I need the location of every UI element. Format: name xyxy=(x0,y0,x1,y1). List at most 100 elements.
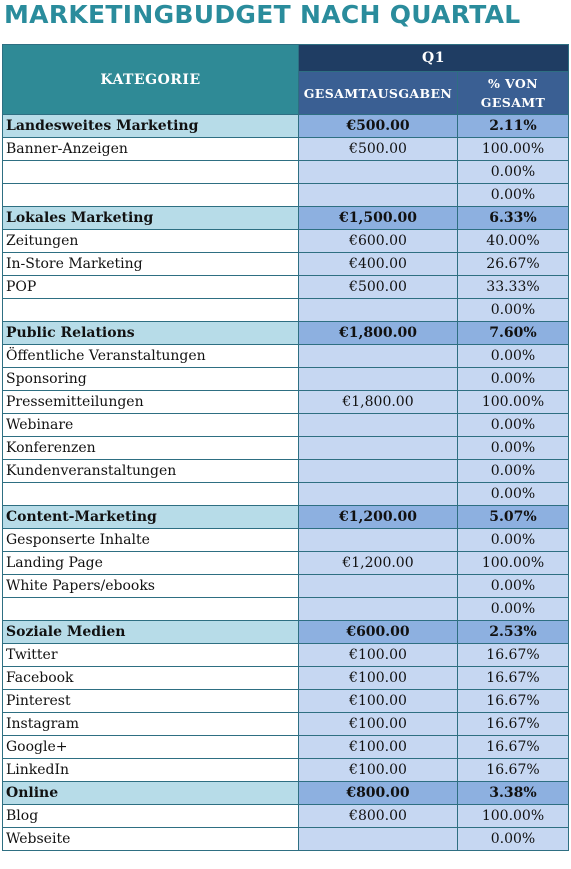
category-total: €600.00 xyxy=(298,620,458,644)
column-header-category: KATEGORIE xyxy=(2,44,299,115)
item-total: €100.00 xyxy=(298,689,458,713)
item-name: Gesponserte Inhalte xyxy=(2,528,299,552)
item-name: Webinare xyxy=(2,413,299,437)
table-row: Konferenzen 0.00% xyxy=(2,436,569,460)
item-percent: 0.00% xyxy=(457,597,569,621)
item-total xyxy=(298,298,458,322)
item-name: Banner-Anzeigen xyxy=(2,137,299,161)
item-total: €100.00 xyxy=(298,643,458,667)
item-total xyxy=(298,436,458,460)
item-total: €500.00 xyxy=(298,275,458,299)
category-total: €1,500.00 xyxy=(298,206,458,230)
item-percent: 40.00% xyxy=(457,229,569,253)
item-name: Webseite xyxy=(2,827,299,851)
item-total: €500.00 xyxy=(298,137,458,161)
item-name: Konferenzen xyxy=(2,436,299,460)
category-row: Lokales Marketing €1,500.00 6.33% xyxy=(2,206,569,230)
category-name: Content-Marketing xyxy=(2,505,299,529)
table-row: Webinare 0.00% xyxy=(2,413,569,437)
category-row: Content-Marketing €1,200.00 5.07% xyxy=(2,505,569,529)
item-name: Pinterest xyxy=(2,689,299,713)
category-total: €1,200.00 xyxy=(298,505,458,529)
item-name xyxy=(2,597,299,621)
item-total xyxy=(298,160,458,184)
item-percent: 0.00% xyxy=(457,827,569,851)
item-name: Instagram xyxy=(2,712,299,736)
item-percent: 0.00% xyxy=(457,413,569,437)
item-percent: 0.00% xyxy=(457,298,569,322)
item-percent: 0.00% xyxy=(457,183,569,207)
item-percent: 0.00% xyxy=(457,367,569,391)
category-row: Online €800.00 3.38% xyxy=(2,781,569,805)
header-row-quarter: KATEGORIE Q1 xyxy=(2,44,569,115)
item-total: €1,800.00 xyxy=(298,390,458,414)
item-total xyxy=(298,183,458,207)
category-row: Landesweites Marketing €500.00 2.11% xyxy=(2,114,569,138)
item-name xyxy=(2,160,299,184)
table-row: 0.00% xyxy=(2,183,569,207)
item-name: POP xyxy=(2,275,299,299)
item-total xyxy=(298,528,458,552)
table-row: Facebook €100.00 16.67% xyxy=(2,666,569,690)
category-percent: 2.11% xyxy=(457,114,569,138)
item-total: €100.00 xyxy=(298,712,458,736)
category-percent: 7.60% xyxy=(457,321,569,345)
item-percent: 0.00% xyxy=(457,459,569,483)
item-percent: 100.00% xyxy=(457,804,569,828)
item-percent: 33.33% xyxy=(457,275,569,299)
item-percent: 0.00% xyxy=(457,160,569,184)
item-total xyxy=(298,827,458,851)
category-percent: 6.33% xyxy=(457,206,569,230)
item-total xyxy=(298,413,458,437)
item-total xyxy=(298,482,458,506)
item-name xyxy=(2,482,299,506)
table-row: Pressemitteilungen €1,800.00 100.00% xyxy=(2,390,569,414)
item-total xyxy=(298,574,458,598)
table-row: Kundenveranstaltungen 0.00% xyxy=(2,459,569,483)
column-header-total-spend: GESAMTAUSGABEN xyxy=(298,71,458,115)
item-name xyxy=(2,298,299,322)
item-percent: 16.67% xyxy=(457,643,569,667)
column-header-quarter: Q1 xyxy=(298,44,569,72)
item-percent: 100.00% xyxy=(457,551,569,575)
table-row: 0.00% xyxy=(2,298,569,322)
category-name: Soziale Medien xyxy=(2,620,299,644)
item-total: €600.00 xyxy=(298,229,458,253)
table-row: Gesponserte Inhalte 0.00% xyxy=(2,528,569,552)
item-percent: 16.67% xyxy=(457,758,569,782)
item-total: €100.00 xyxy=(298,735,458,759)
item-percent: 0.00% xyxy=(457,482,569,506)
item-name: White Papers/ebooks xyxy=(2,574,299,598)
item-percent: 0.00% xyxy=(457,436,569,460)
category-name: Lokales Marketing xyxy=(2,206,299,230)
table-row: Landing Page €1,200.00 100.00% xyxy=(2,551,569,575)
item-percent: 0.00% xyxy=(457,574,569,598)
item-total: €1,200.00 xyxy=(298,551,458,575)
category-name: Public Relations xyxy=(2,321,299,345)
item-name: Sponsoring xyxy=(2,367,299,391)
table-row: Twitter €100.00 16.67% xyxy=(2,643,569,667)
table-row: Webseite 0.00% xyxy=(2,827,569,851)
table-row: Banner-Anzeigen €500.00 100.00% xyxy=(2,137,569,161)
header-row-sub: GESAMTAUSGABEN % VON GESAMT xyxy=(3,71,569,115)
item-name: Öffentliche Veranstaltungen xyxy=(2,344,299,368)
budget-table-body: Landesweites Marketing €500.00 2.11% Banner… xyxy=(2,114,569,851)
item-name: Landing Page xyxy=(2,551,299,575)
table-row: POP €500.00 33.33% xyxy=(2,275,569,299)
budget-table: KATEGORIE Q1 GESAMTAUSGABEN % VON GESAMT… xyxy=(2,44,569,851)
category-row: Public Relations €1,800.00 7.60% xyxy=(2,321,569,345)
item-name: Blog xyxy=(2,804,299,828)
column-header-percent-of-total: % VON GESAMT xyxy=(457,71,569,115)
item-total xyxy=(298,367,458,391)
item-total xyxy=(298,459,458,483)
item-total xyxy=(298,344,458,368)
table-row: Pinterest €100.00 16.67% xyxy=(2,689,569,713)
item-name: Facebook xyxy=(2,666,299,690)
item-name: Google+ xyxy=(2,735,299,759)
category-row: Soziale Medien €600.00 2.53% xyxy=(2,620,569,644)
item-name: Zeitungen xyxy=(2,229,299,253)
item-percent: 16.67% xyxy=(457,689,569,713)
item-total: €800.00 xyxy=(298,804,458,828)
table-row: Instagram €100.00 16.67% xyxy=(2,712,569,736)
item-percent: 0.00% xyxy=(457,344,569,368)
